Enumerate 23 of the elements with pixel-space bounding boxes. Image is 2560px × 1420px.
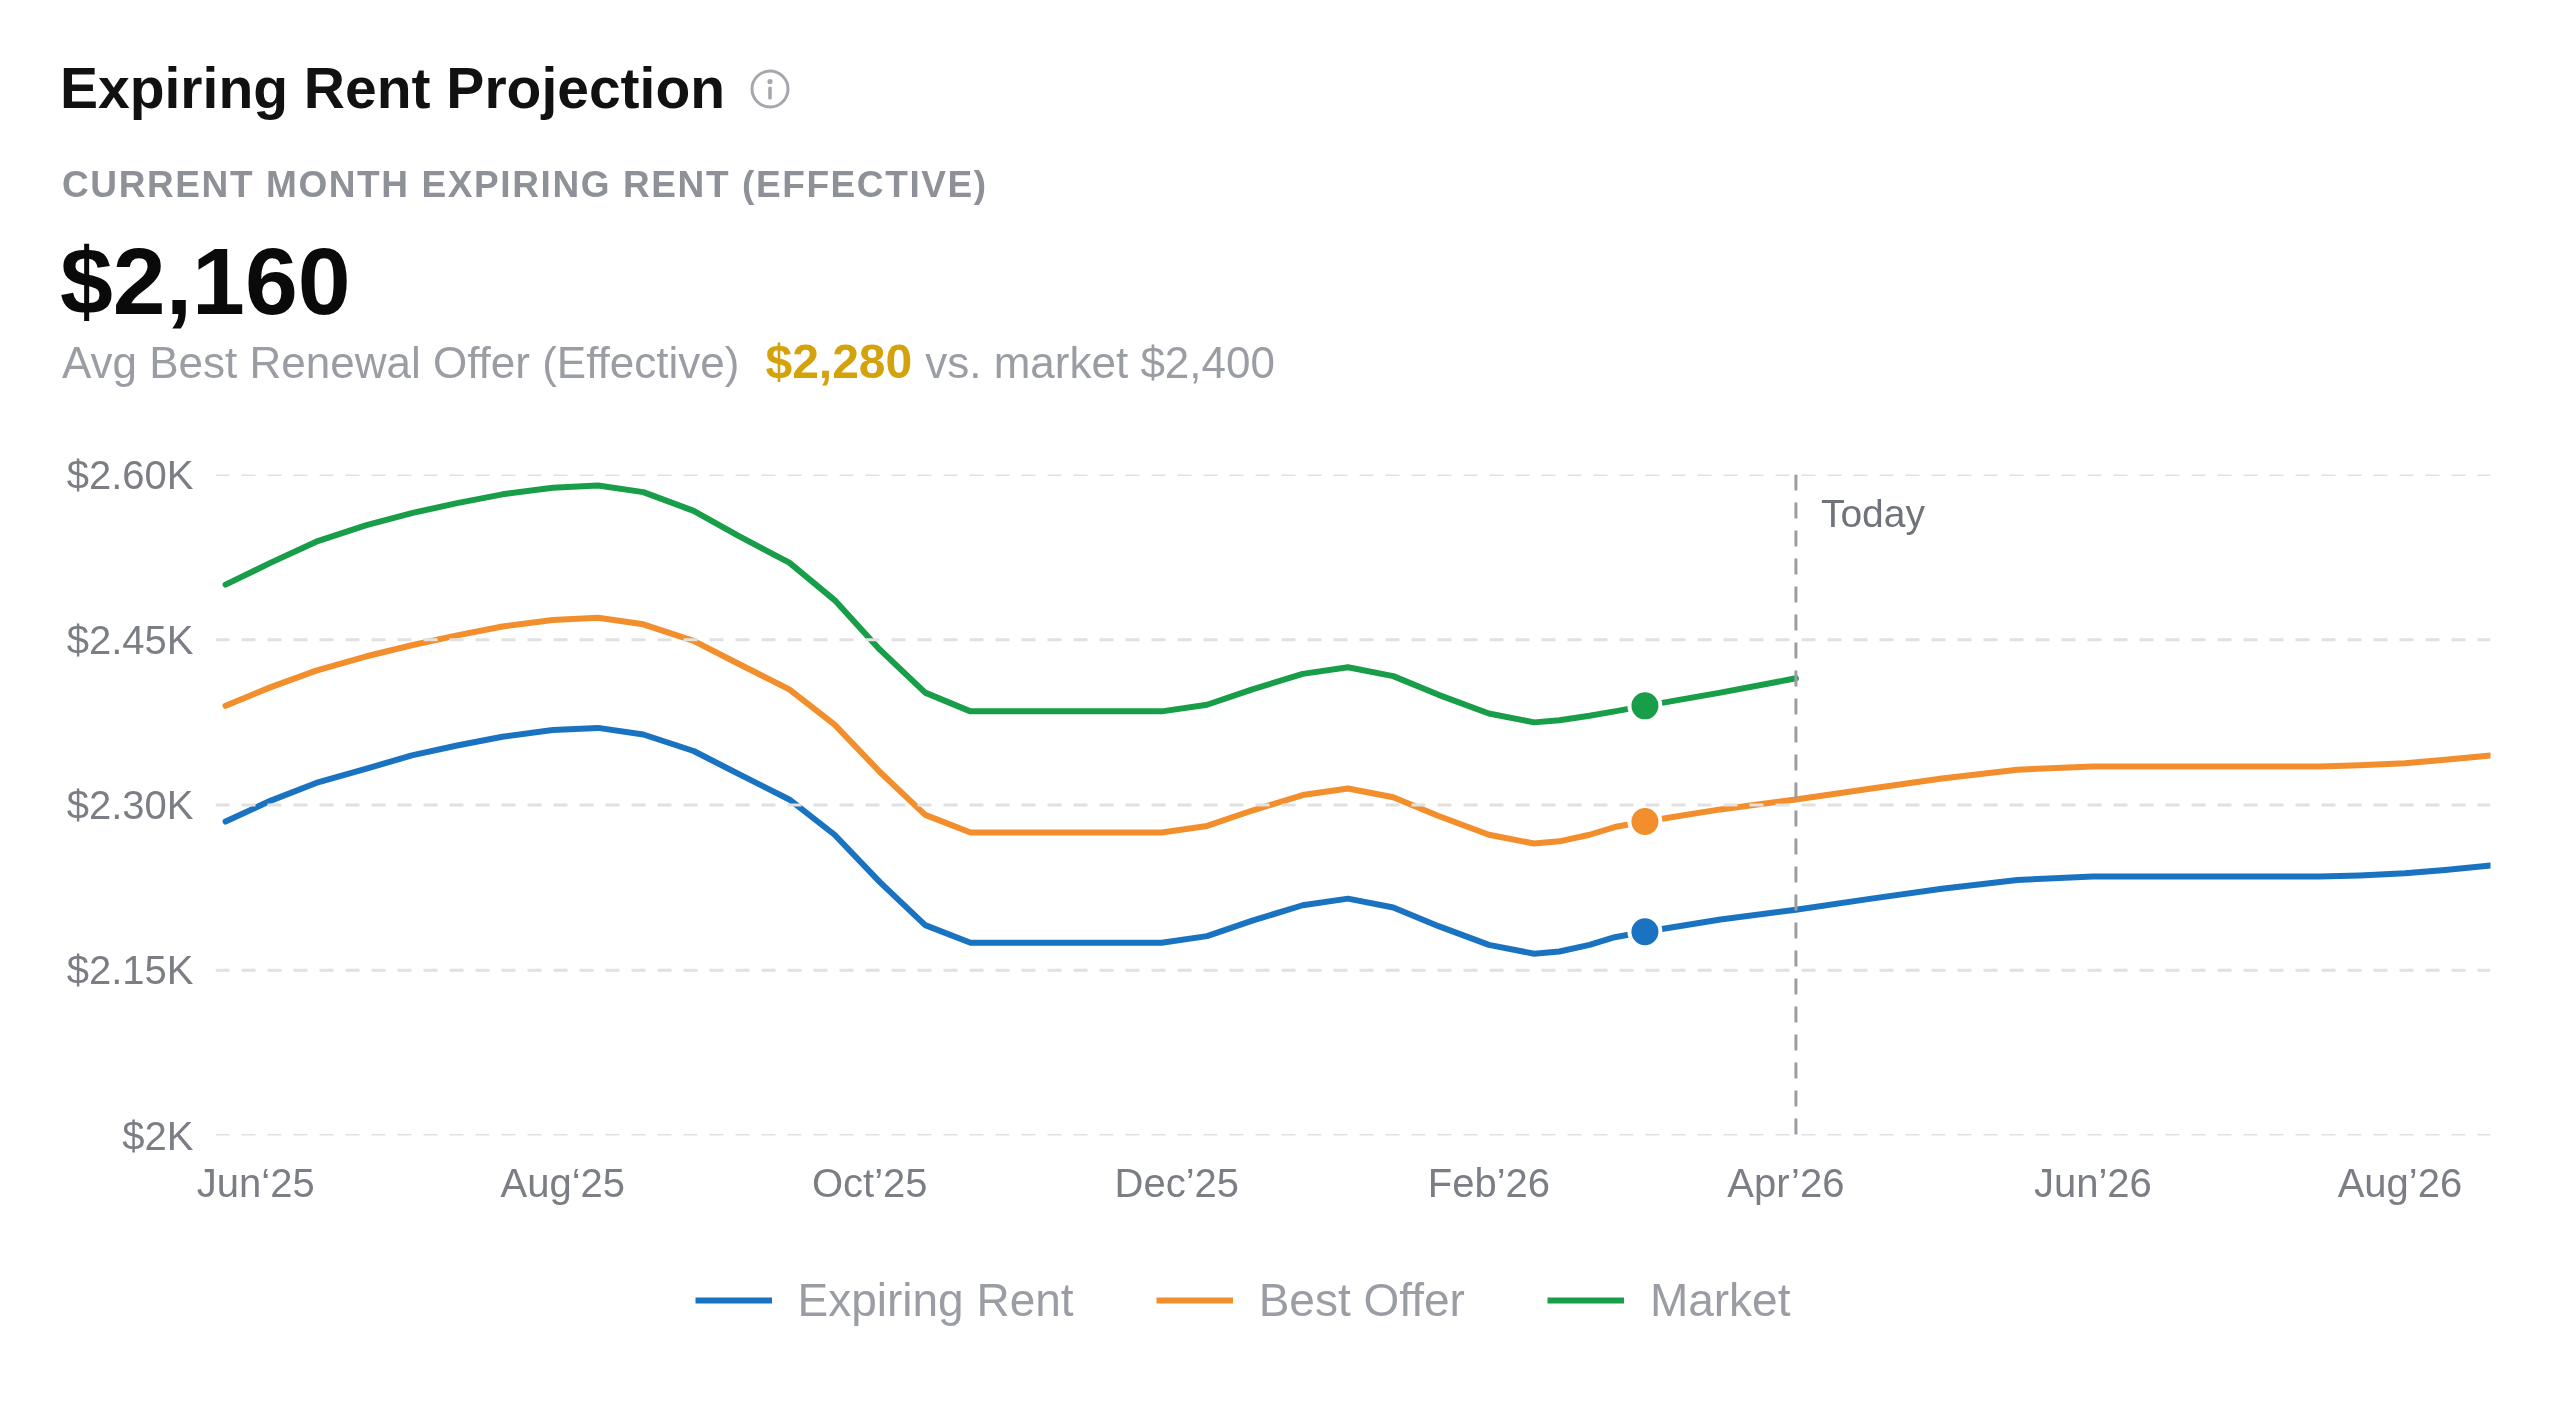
x-tick-label: Jun‘25 <box>196 1160 315 1205</box>
text: Avg Best Renewal Offer (Effective) <box>62 338 740 387</box>
x-tick-label: Feb’26 <box>1427 1160 1551 1205</box>
y-tick-label: $2.45K <box>66 617 194 662</box>
chart-subtitle: CURRENT MONTH EXPIRING RENT (EFFECTIVE) <box>62 164 988 205</box>
y-tick-label: $2.30K <box>66 783 194 827</box>
legend-label: Market <box>1649 1273 1791 1327</box>
x-tick-label: Dec’25 <box>1114 1160 1240 1205</box>
x-tick-label: Aug’26 <box>2337 1160 2463 1205</box>
chart-title: Expiring Rent Projection <box>60 56 726 120</box>
legend-label: Best Offer <box>1258 1273 1465 1327</box>
y-tick-label: $2.15K <box>66 948 194 993</box>
y-tick-label: $2.60K <box>66 452 194 497</box>
y-tick-label: $2K <box>122 1113 194 1158</box>
legend-label: Expiring Rent <box>797 1273 1074 1327</box>
text: $2,160 <box>60 228 351 334</box>
x-tick-label: Apr’26 <box>1727 1160 1845 1205</box>
ref-line-label: Today <box>1820 491 1926 535</box>
text: $2,280 <box>765 335 913 388</box>
x-tick-label: Aug‘25 <box>500 1160 626 1205</box>
text: vs. market $2,400 <box>925 338 1275 387</box>
x-tick-label: Oct’25 <box>812 1160 928 1205</box>
x-tick-label: Jun’26 <box>2033 1160 2152 1205</box>
